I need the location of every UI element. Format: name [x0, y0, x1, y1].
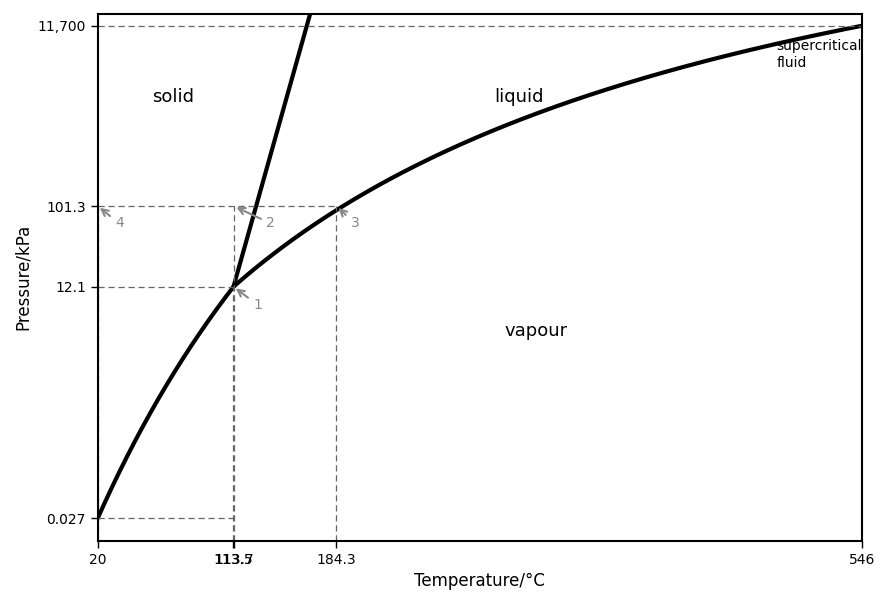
Text: 3: 3 [340, 210, 359, 231]
Text: supercritical
fluid: supercritical fluid [776, 39, 861, 69]
Text: 1: 1 [237, 290, 262, 312]
Text: liquid: liquid [494, 88, 544, 106]
X-axis label: Temperature/°C: Temperature/°C [414, 572, 545, 590]
Text: 4: 4 [101, 209, 124, 231]
Text: solid: solid [152, 88, 194, 106]
Text: 2: 2 [238, 208, 275, 231]
Y-axis label: Pressure/kPa: Pressure/kPa [14, 224, 32, 330]
Text: vapour: vapour [504, 322, 567, 339]
